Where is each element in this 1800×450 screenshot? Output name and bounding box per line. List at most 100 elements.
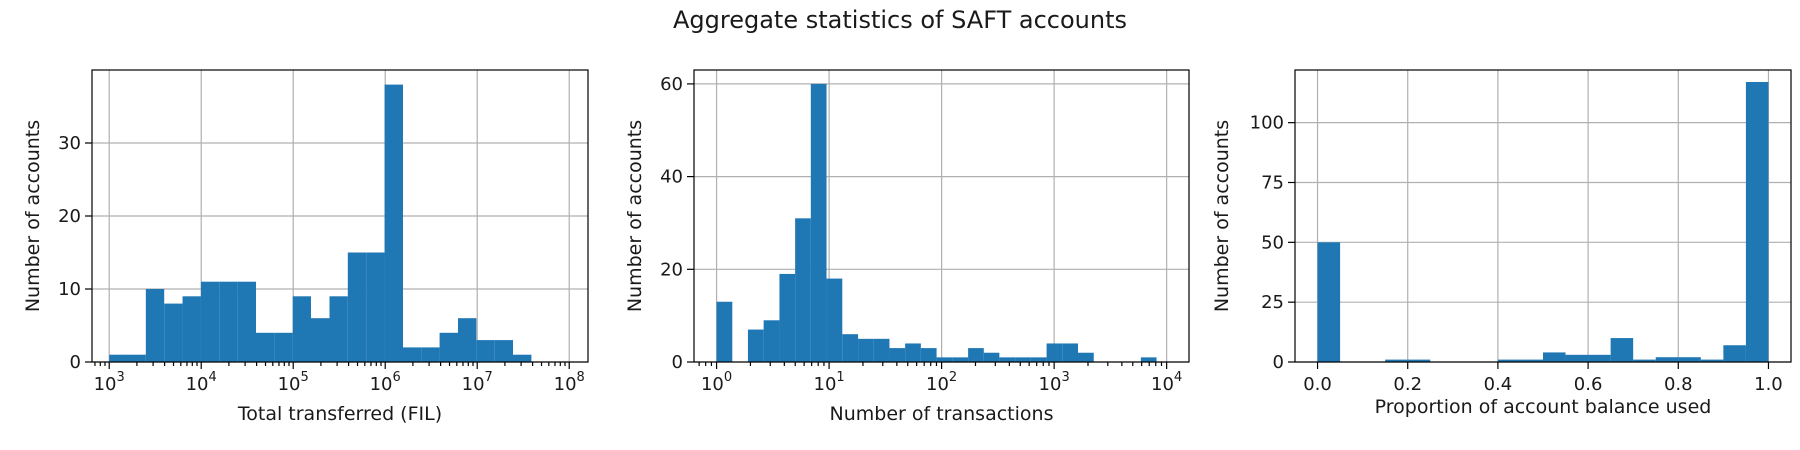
balance-used-bar [1745,81,1769,362]
balance-used-bar [1588,354,1611,362]
total-transferred-bar [182,296,201,362]
total-transferred-bar [329,296,348,362]
transactions-bar [983,352,1000,362]
transactions-bar [999,357,1016,362]
total-transferred-y-tick-label: 0 [70,352,81,373]
total-transferred-x-tick-label: 105 [278,370,309,395]
total-transferred-bar [219,281,238,362]
transactions-bar [1140,357,1157,362]
total-transferred-bar [127,354,146,362]
transactions-bar [920,348,937,362]
transactions-y-tick-label: 0 [672,352,683,373]
transactions-bar [716,301,733,362]
balance-used-bar [1520,359,1543,362]
total-transferred-bar [145,289,165,362]
total-transferred-y-tick-label: 10 [58,279,81,300]
total-transferred-bar [274,332,293,362]
balance-used-bar [1407,359,1431,362]
balance-used-bar [1700,359,1724,362]
balance-used-x-tick-label: 1.0 [1754,374,1783,395]
transactions-bar [873,338,890,362]
transactions-x-axis-label: Number of transactions [830,403,1054,425]
total-transferred-bar [439,332,458,362]
total-transferred-bar [164,303,183,362]
total-transferred-bar [494,340,514,362]
transactions-bar [858,338,874,362]
transactions-bar [779,273,796,362]
transactions-bar [747,329,764,362]
total-transferred-bar [384,84,403,362]
total-transferred-bar [457,318,477,362]
transactions-x-tick-label: 101 [814,370,845,395]
transactions-y-tick-label: 40 [660,167,683,188]
balance-used-bar [1678,357,1701,362]
balance-used-bar [1497,359,1521,362]
balance-used-y-tick-label: 0 [1273,352,1284,373]
panel-proportion-balance-used: 0.0 0.2 0.4 0.6 0.8 1.0 0 25 50 75 100 Proportion o… [1211,69,1792,418]
total-transferred-bar [256,332,275,362]
transactions-bar [795,218,811,362]
balance-used-x-tick-label: 0.4 [1484,374,1513,395]
balance-used-y-tick-label: 25 [1261,292,1284,313]
balance-used-bar [1655,357,1679,362]
figure-title: Aggregate statistics of SAFT accounts [673,6,1127,34]
transactions-bar [842,334,859,362]
total-transferred-x-tick-label: 104 [186,370,217,395]
balance-used-bar [1633,359,1656,362]
balance-used-bar [1317,242,1341,362]
transactions-bar [936,357,953,362]
balance-used-x-tick-label: 0.0 [1303,374,1332,395]
transactions-bar [1062,343,1079,362]
total-transferred-bar [347,252,367,362]
total-transferred-bar [237,281,257,362]
total-transferred-bar [513,354,532,362]
transactions-bar [905,343,921,362]
total-transferred-y-tick-label: 30 [58,133,81,154]
transactions-bar [952,357,969,362]
balance-used-bar [1610,338,1634,362]
balance-used-x-tick-label: 0.6 [1574,374,1603,395]
transactions-x-tick-label: 102 [926,370,957,395]
balance-used-x-tick-label: 0.8 [1664,374,1693,395]
total-transferred-x-tick-label: 103 [94,370,125,395]
total-transferred-bar [292,296,311,362]
transactions-x-tick-label: 103 [1039,370,1070,395]
total-transferred-y-tick-label: 20 [58,206,81,227]
total-transferred-x-tick-label: 106 [370,370,401,395]
panel-total-transferred: 103 104 105 106 107 108 0 10 20 30 Total transferr… [22,69,589,425]
total-transferred-bar [200,281,220,362]
total-transferred-bar [109,354,128,362]
panel-number-of-transactions: 100 101 102 103 104 0 20 40 60 Number of transact… [624,69,1190,425]
transactions-bar [810,83,827,363]
balance-used-bar [1565,354,1589,362]
total-transferred-x-axis-label: Total transferred (FIL) [237,403,442,425]
transactions-bar [826,278,843,362]
transactions-bar [1015,357,1031,362]
balance-used-axes-frame [1294,69,1792,363]
total-transferred-bar [476,340,495,362]
transactions-y-tick-label: 60 [660,74,683,95]
transactions-x-tick-label: 100 [701,370,732,395]
balance-used-y-tick-label: 50 [1261,232,1284,253]
transactions-y-axis-label: Number of accounts [624,120,646,312]
balance-used-bar [1543,352,1566,362]
transactions-y-tick-label: 20 [660,259,683,280]
total-transferred-bar [421,347,440,362]
transactions-bar [1078,352,1094,362]
transactions-bar [889,348,906,362]
transactions-bar [968,348,984,362]
total-transferred-x-tick-label: 108 [554,370,585,395]
balance-used-y-axis-label: Number of accounts [1211,120,1233,312]
balance-used-bar [1385,359,1408,362]
balance-used-y-tick-label: 100 [1250,113,1284,134]
total-transferred-x-tick-label: 107 [462,370,493,395]
total-transferred-bar [366,252,385,362]
balance-used-bar [1723,345,1746,362]
total-transferred-bar [402,347,422,362]
transactions-bar [1046,343,1063,362]
balance-used-x-tick-label: 0.2 [1393,374,1422,395]
transactions-bar [1030,357,1047,362]
transactions-bar [763,320,780,362]
